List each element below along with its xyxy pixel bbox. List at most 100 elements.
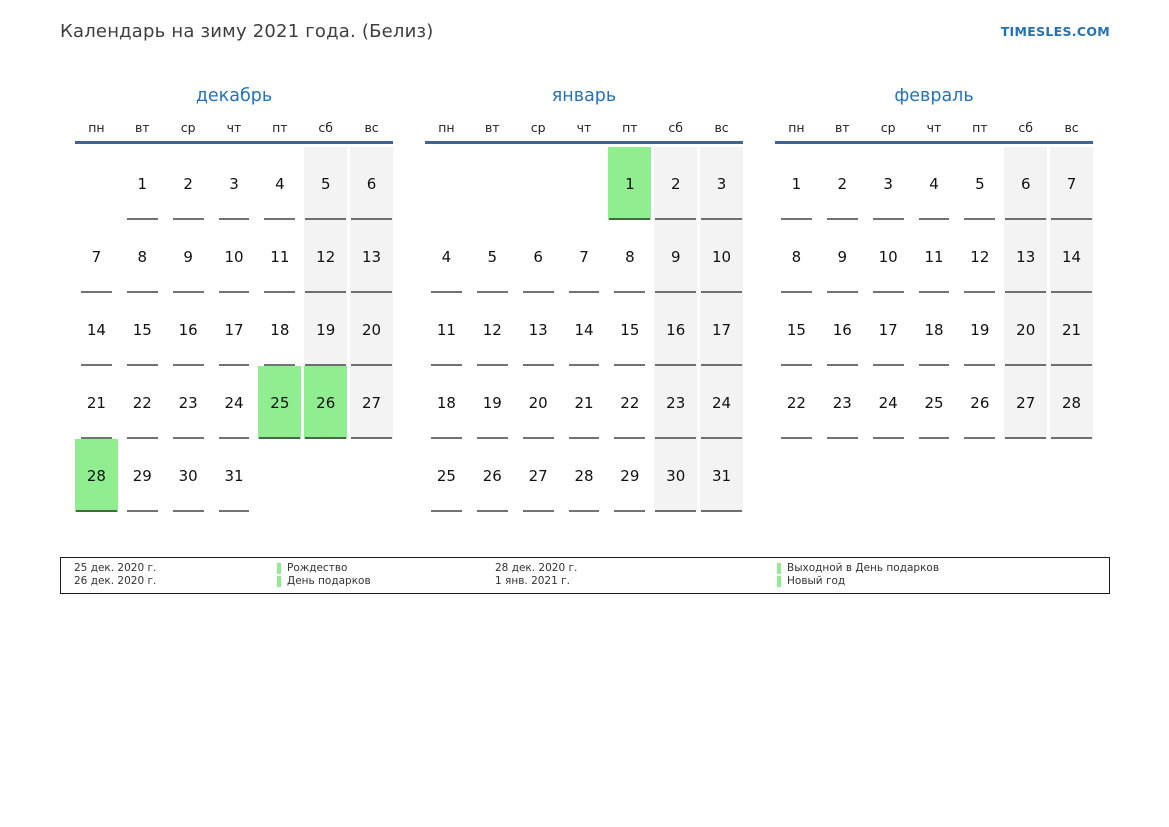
day-cell-weekend: 28 xyxy=(1050,366,1093,439)
page-title: Календарь на зиму 2021 года. (Белиз) xyxy=(60,21,434,42)
legend-dates-group-1: 25 дек. 2020 г. 26 дек. 2020 г. xyxy=(74,562,156,588)
day-cell-empty xyxy=(75,147,118,220)
day-cell-weekend: 12 xyxy=(304,220,348,293)
day-cell: 1 xyxy=(120,147,164,220)
legend-box: 25 дек. 2020 г. 26 дек. 2020 г. Рождеств… xyxy=(60,557,1110,594)
day-cell-weekend: 2 xyxy=(654,147,698,220)
day-cell-empty xyxy=(516,147,560,220)
day-cell-weekend: 23 xyxy=(654,366,698,439)
day-cell: 2 xyxy=(166,147,210,220)
day-cell: 17 xyxy=(212,293,256,366)
legend-holiday: Рождество xyxy=(277,562,371,575)
day-cell-weekend: 5 xyxy=(304,147,348,220)
day-cell: 8 xyxy=(775,220,818,293)
day-cell: 7 xyxy=(75,220,118,293)
day-cell: 18 xyxy=(258,293,302,366)
day-cell: 5 xyxy=(470,220,514,293)
month-title: февраль xyxy=(894,86,974,106)
day-cell: 29 xyxy=(120,439,164,512)
day-cell: 28 xyxy=(562,439,606,512)
weekday-label: пт xyxy=(972,120,988,135)
legend-holiday: Новый год xyxy=(777,575,939,588)
weekday-header-row: пн вт ср чт пт сб вс xyxy=(75,120,393,136)
day-cell-empty xyxy=(425,147,468,220)
day-cell-empty xyxy=(350,439,393,512)
day-cell-weekend: 7 xyxy=(1050,147,1093,220)
weekday-label: сб xyxy=(668,120,683,135)
holiday-color-swatch xyxy=(777,563,781,574)
weekday-header-row: пн вт ср чт пт сб вс xyxy=(425,120,743,136)
month-calendar: февраль пн вт ср чт пт сб вс 1 2 3 4 5 6 7 8 9 10 11 12 13 14… xyxy=(775,84,1093,512)
day-cell: 12 xyxy=(958,220,1002,293)
day-cell-weekend: 14 xyxy=(1050,220,1093,293)
site-link[interactable]: TIMESLES.COM xyxy=(1000,24,1110,39)
day-cell: 14 xyxy=(75,293,118,366)
weekday-label: вс xyxy=(1064,120,1079,135)
weekday-label: сб xyxy=(1018,120,1033,135)
weekday-label: вс xyxy=(714,120,729,135)
day-cell-weekend: 9 xyxy=(654,220,698,293)
legend-date: 1 янв. 2021 г. xyxy=(495,575,570,587)
weekday-header-row: пн вт ср чт пт сб вс xyxy=(775,120,1093,136)
day-cell: 9 xyxy=(820,220,864,293)
day-cell-holiday: 26 xyxy=(304,366,348,439)
day-cell: 5 xyxy=(958,147,1002,220)
day-cell: 8 xyxy=(608,220,652,293)
day-cell: 18 xyxy=(425,366,468,439)
legend-holiday-label: Новый год xyxy=(787,575,846,587)
day-cell: 22 xyxy=(608,366,652,439)
day-cell-weekend: 20 xyxy=(1004,293,1048,366)
day-cell: 17 xyxy=(866,293,910,366)
day-cell: 13 xyxy=(516,293,560,366)
day-cell: 24 xyxy=(866,366,910,439)
legend-holiday-label: Рождество xyxy=(287,562,348,574)
day-cell: 7 xyxy=(562,220,606,293)
day-cell-empty xyxy=(470,147,514,220)
day-cell-weekend: 16 xyxy=(654,293,698,366)
weekday-label: ср xyxy=(530,120,546,135)
weekday-label: пт xyxy=(622,120,638,135)
day-cell: 11 xyxy=(425,293,468,366)
month-calendar: декабрь пн вт ср чт пт сб вс 1 2 3 4 5 6 7 8 9 10 11 12 13 14… xyxy=(75,84,393,512)
day-cell: 16 xyxy=(166,293,210,366)
day-cell: 10 xyxy=(212,220,256,293)
weekday-label: пн xyxy=(438,120,455,135)
day-cell-weekend: 6 xyxy=(1004,147,1048,220)
weekday-label: вт xyxy=(484,120,500,135)
weekday-label: чт xyxy=(576,120,592,135)
weekday-label: вт xyxy=(134,120,150,135)
month-calendar: январь пн вт ср чт пт сб вс 1 2 3 4 5 6 7 8 9 10 11 12 13 14 1… xyxy=(425,84,743,512)
day-cell: 2 xyxy=(820,147,864,220)
day-cell: 26 xyxy=(470,439,514,512)
day-cell-empty xyxy=(304,439,348,512)
day-cell-weekend: 30 xyxy=(654,439,698,512)
day-cell: 22 xyxy=(775,366,818,439)
day-cell: 19 xyxy=(470,366,514,439)
weekday-label: чт xyxy=(926,120,942,135)
day-cell: 15 xyxy=(608,293,652,366)
weekday-label: пн xyxy=(788,120,805,135)
month-title: декабрь xyxy=(195,86,273,106)
day-cell-weekend: 13 xyxy=(1004,220,1048,293)
weekday-label: ср xyxy=(180,120,196,135)
day-cell-weekend: 19 xyxy=(304,293,348,366)
day-cell: 14 xyxy=(562,293,606,366)
day-cell: 8 xyxy=(120,220,164,293)
day-cell: 10 xyxy=(866,220,910,293)
day-cell-weekend: 24 xyxy=(700,366,743,439)
day-cell: 22 xyxy=(120,366,164,439)
calendar-grid-container: декабрь пн вт ср чт пт сб вс 1 2 3 4 5 6 7 8 9 10 11 12 13 14… xyxy=(75,84,1093,512)
legend-holiday-label: Выходной в День подарков xyxy=(787,562,940,574)
day-cell: 1 xyxy=(775,147,818,220)
day-cell: 25 xyxy=(912,366,956,439)
day-cell-holiday: 1 xyxy=(608,147,652,220)
day-cell-empty xyxy=(562,147,606,220)
day-cell: 4 xyxy=(425,220,468,293)
day-cell-weekend: 3 xyxy=(700,147,743,220)
day-cell: 29 xyxy=(608,439,652,512)
day-cell-weekend: 10 xyxy=(700,220,743,293)
day-cell: 31 xyxy=(212,439,256,512)
day-cell-weekend: 17 xyxy=(700,293,743,366)
day-cell-weekend: 21 xyxy=(1050,293,1093,366)
